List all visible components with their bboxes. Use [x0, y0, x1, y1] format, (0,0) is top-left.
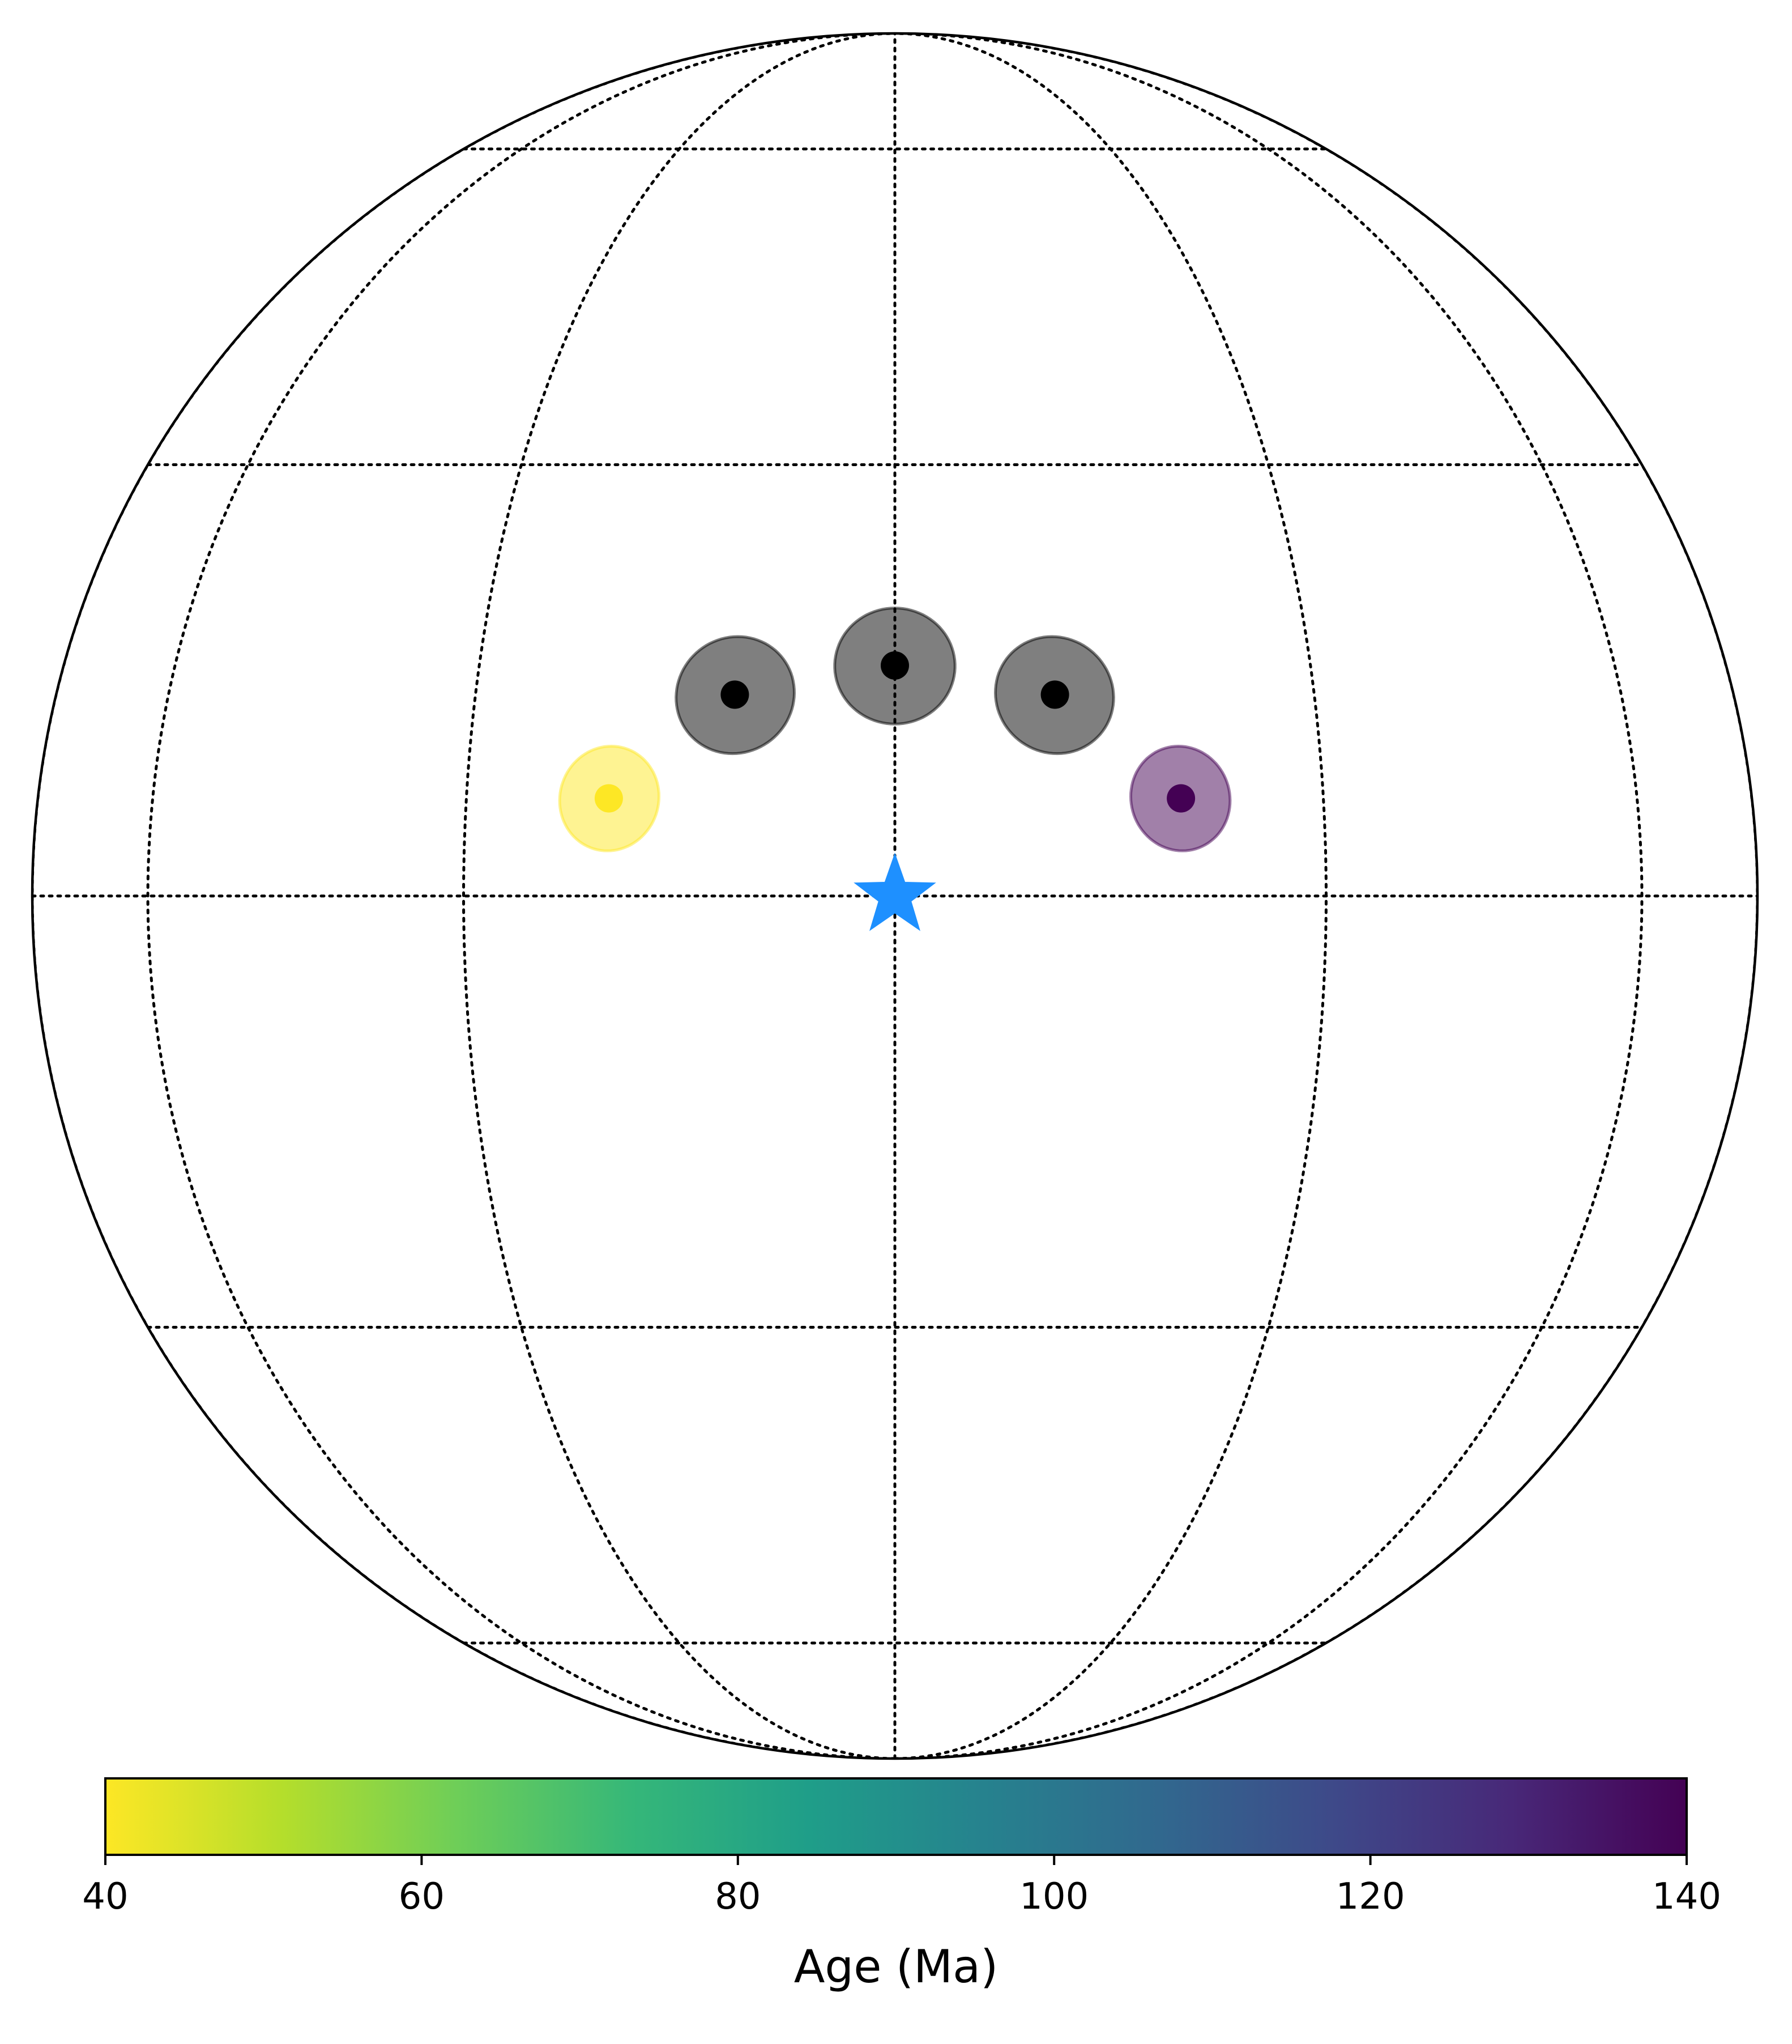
- colorbar-tick-label-140: 140: [1652, 1876, 1721, 1918]
- globe-outline: [31, 32, 1759, 1760]
- pole-2-marker: [720, 680, 749, 709]
- pole-markers: [558, 607, 1232, 852]
- pole-2: [675, 635, 796, 756]
- pole-5: [1129, 744, 1232, 852]
- colorbar-bar: [104, 1777, 1688, 1856]
- colorbar-tick-label-60: 60: [399, 1876, 445, 1918]
- pole-3-marker: [881, 651, 909, 680]
- colorbar-ticks: 40 60 80 100 120 140: [82, 1855, 1721, 1918]
- pole-1-marker: [594, 784, 623, 813]
- pole-5-marker: [1167, 784, 1196, 813]
- orthographic-map: [31, 32, 1759, 1760]
- colorbar: 40 60 80 100 120 140 Age (Ma): [82, 1777, 1721, 1993]
- graticule-meridian-60: [893, 33, 1644, 1759]
- graticule-meridian--60: [146, 33, 897, 1759]
- graticule-meridian--30: [462, 33, 897, 1759]
- colorbar-label: Age (Ma): [794, 1940, 999, 1993]
- pole-3: [833, 607, 957, 726]
- reference-star-marker: [854, 852, 936, 931]
- pole-4-marker: [1040, 680, 1069, 709]
- colorbar-tick-label-100: 100: [1019, 1876, 1089, 1918]
- colorbar-tick-label-40: 40: [82, 1876, 128, 1918]
- graticule-meridian-30: [893, 33, 1328, 1759]
- pole-4: [993, 635, 1115, 756]
- colorbar-tick-label-120: 120: [1336, 1876, 1405, 1918]
- pole-1: [558, 744, 661, 852]
- colorbar-tick-label-80: 80: [715, 1876, 761, 1918]
- reference-point: [854, 852, 936, 931]
